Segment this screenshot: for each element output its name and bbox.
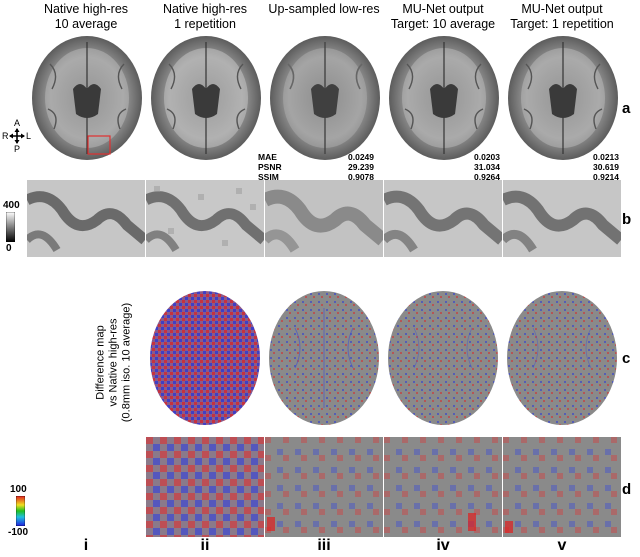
diff-label-line3: (0.8mm iso. 10 average)	[120, 302, 133, 423]
diff-colorbar-min-label: -100	[8, 527, 29, 538]
zoom-patch-ii	[146, 180, 264, 257]
compass-cross-icon	[9, 128, 25, 144]
zoom-patch-iii	[265, 180, 383, 257]
diff-colorbar	[16, 496, 25, 526]
zoom-patch-v	[503, 180, 621, 257]
zoom-patch-i	[27, 180, 145, 257]
difference-map-iii	[269, 291, 379, 425]
diff-patch-iii	[265, 437, 383, 537]
ssim-value: 0.9264	[474, 172, 500, 182]
roi-box	[87, 135, 111, 155]
brain-slice-iv	[389, 36, 499, 160]
column-title-ii: Native high-res 1 repetition	[146, 2, 264, 32]
psnr-label: PSNR	[258, 162, 282, 172]
title-line2: Target: 1 repetition	[510, 17, 614, 31]
column-roman-i: i	[83, 537, 89, 554]
diff-patch-v	[503, 437, 621, 537]
posterior-label: P	[14, 144, 21, 154]
difference-map-iv	[388, 291, 498, 425]
ssim-value: 0.9214	[593, 172, 619, 182]
left-label: L	[26, 131, 32, 141]
diff-patch-iv	[384, 437, 502, 537]
diff-patch-ii	[146, 437, 264, 537]
column-title-i: Native high-res 10 average	[27, 2, 145, 32]
column-title-v: MU-Net output Target: 1 repetition	[503, 2, 621, 32]
row-label-a: a	[622, 100, 631, 117]
ssim-value: 0.9078	[348, 172, 374, 182]
column-title-iv: MU-Net output Target: 10 average	[384, 2, 502, 32]
mae-label: MAE	[258, 152, 277, 162]
brain-slice-ii	[151, 36, 261, 160]
brain-slice-v	[508, 36, 618, 160]
grayscale-colorbar	[6, 212, 15, 242]
right-label: R	[2, 131, 9, 141]
anterior-label: A	[14, 118, 21, 128]
grayscale-max-label: 400	[3, 200, 20, 211]
difference-map-ii	[150, 291, 260, 425]
diff-colorbar-max-label: 100	[10, 484, 27, 495]
title-line2: Target: 10 average	[390, 17, 496, 31]
title-line1: MU-Net output	[402, 2, 484, 16]
psnr-value: 31.034	[474, 162, 500, 172]
psnr-value: 29.239	[348, 162, 374, 172]
metrics-iii: MAE PSNR SSIM 0.0249 29.239 0.9078	[258, 152, 384, 182]
row-label-d: d	[622, 481, 632, 498]
title-line1: Native high-res	[43, 2, 129, 16]
brain-slice-iii	[270, 36, 380, 160]
mae-value: 0.0213	[593, 152, 619, 162]
title-line2: 1 repetition	[174, 17, 236, 31]
mae-value: 0.0249	[348, 152, 374, 162]
mae-value: 0.0203	[474, 152, 500, 162]
row-label-c: c	[622, 350, 631, 367]
brain-slice-i	[32, 36, 142, 160]
title-line2: 10 average	[54, 17, 118, 31]
ssim-label: SSIM	[258, 172, 279, 182]
column-roman-iv: iv	[436, 537, 450, 554]
title-line1: Up-sampled low-res	[268, 2, 380, 16]
column-roman-v: v	[557, 537, 567, 554]
psnr-value: 30.619	[593, 162, 619, 172]
column-roman-ii: ii	[200, 537, 210, 554]
title-line1: Native high-res	[162, 2, 248, 16]
grayscale-min-label: 0	[6, 243, 12, 254]
orientation-compass: A R L P	[2, 118, 32, 158]
title-line1: MU-Net output	[521, 2, 603, 16]
zoom-patch-iv	[384, 180, 502, 257]
row-label-b: b	[622, 211, 632, 228]
diff-label-line2: vs Native high-res	[107, 318, 120, 407]
difference-map-label: Difference map vs Native high-res (0.8mm…	[84, 288, 144, 428]
diff-label-line1: Difference map	[94, 325, 107, 400]
difference-map-v	[507, 291, 617, 425]
column-title-iii: Up-sampled low-res	[265, 2, 383, 17]
column-roman-iii: iii	[317, 537, 331, 554]
